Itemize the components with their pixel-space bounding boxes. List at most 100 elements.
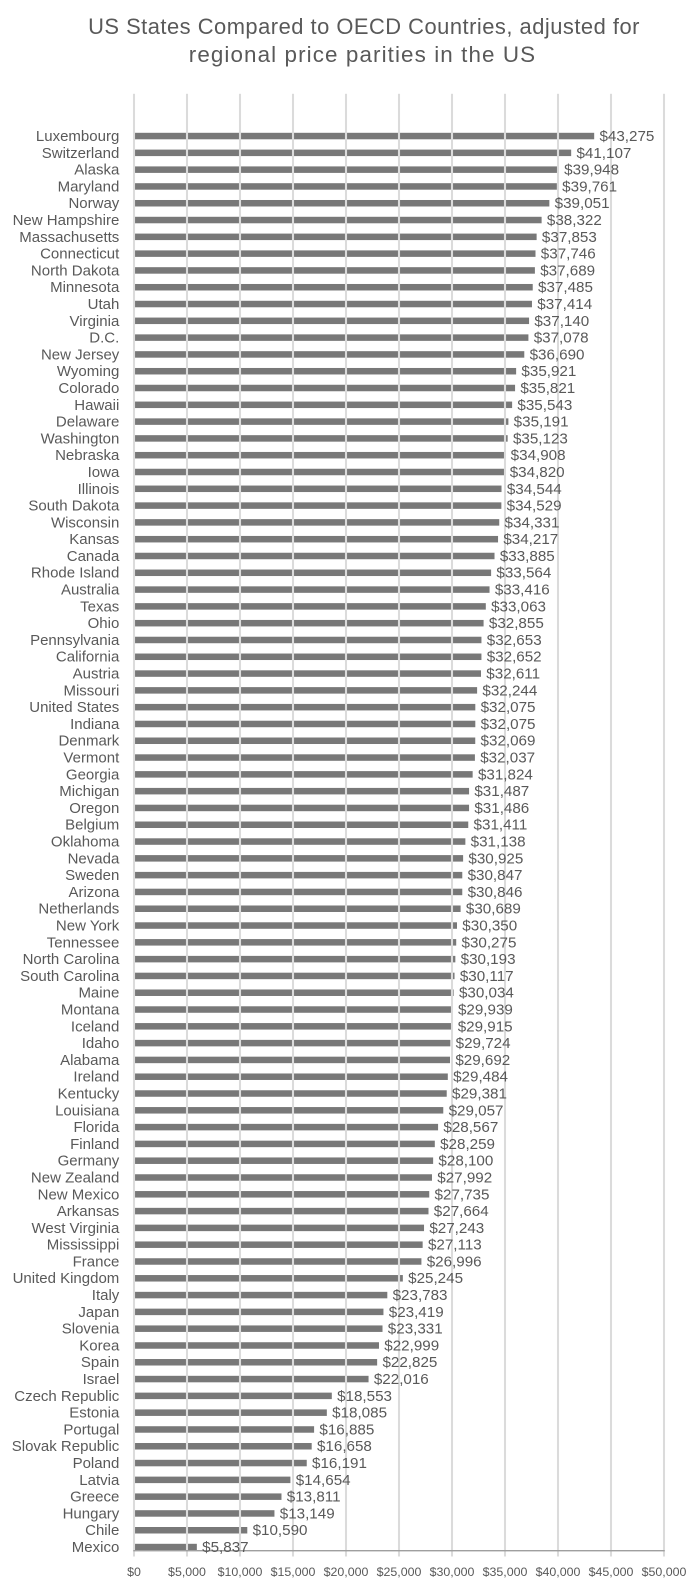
- svg-text:Michigan: Michigan: [59, 783, 119, 800]
- svg-text:$32,075: $32,075: [481, 716, 536, 733]
- svg-text:Czech Republic: Czech Republic: [14, 1388, 120, 1405]
- svg-text:$13,149: $13,149: [280, 1505, 335, 1522]
- svg-text:$27,735: $27,735: [435, 1186, 490, 1203]
- svg-text:Slovenia: Slovenia: [62, 1321, 120, 1338]
- svg-text:$50,000: $50,000: [642, 1565, 687, 1579]
- svg-text:$13,811: $13,811: [287, 1489, 341, 1506]
- svg-text:$37,746: $37,746: [541, 246, 596, 263]
- svg-text:Utah: Utah: [88, 296, 120, 313]
- svg-text:$16,885: $16,885: [319, 1421, 374, 1438]
- svg-text:Korea: Korea: [79, 1337, 120, 1354]
- svg-text:France: France: [73, 1253, 120, 1270]
- svg-text:$34,544: $34,544: [507, 481, 562, 498]
- svg-text:$29,692: $29,692: [455, 1052, 510, 1069]
- svg-text:Georgia: Georgia: [66, 766, 120, 783]
- svg-text:$28,100: $28,100: [438, 1153, 493, 1170]
- svg-text:$31,486: $31,486: [474, 800, 529, 817]
- svg-text:$22,825: $22,825: [382, 1354, 437, 1371]
- svg-text:Slovak Republic: Slovak Republic: [12, 1438, 120, 1455]
- svg-text:$37,414: $37,414: [537, 296, 592, 313]
- svg-text:$30,925: $30,925: [468, 850, 523, 867]
- svg-text:Hawaii: Hawaii: [74, 397, 119, 414]
- svg-text:$22,999: $22,999: [384, 1337, 439, 1354]
- svg-text:$32,244: $32,244: [482, 682, 537, 699]
- svg-text:$41,107: $41,107: [576, 145, 631, 162]
- svg-text:$32,611: $32,611: [486, 666, 540, 683]
- svg-text:$18,553: $18,553: [337, 1388, 392, 1405]
- svg-text:$30,275: $30,275: [462, 934, 517, 951]
- svg-text:$10,590: $10,590: [253, 1522, 308, 1539]
- svg-text:Kansas: Kansas: [69, 531, 119, 548]
- svg-text:Colorado: Colorado: [58, 380, 119, 397]
- svg-text:Ohio: Ohio: [88, 615, 120, 632]
- svg-text:South Carolina: South Carolina: [20, 968, 120, 985]
- svg-text:$33,063: $33,063: [491, 598, 546, 615]
- svg-text:regional price parities in the: regional price parities in the US: [189, 42, 536, 67]
- svg-text:Indiana: Indiana: [70, 716, 120, 733]
- svg-text:$30,117: $30,117: [460, 968, 514, 985]
- svg-text:$30,000: $30,000: [430, 1565, 475, 1579]
- svg-text:$18,085: $18,085: [332, 1405, 387, 1422]
- svg-text:$35,191: $35,191: [514, 414, 569, 431]
- svg-text:$30,847: $30,847: [468, 867, 523, 884]
- svg-text:$33,564: $33,564: [496, 565, 551, 582]
- svg-text:$34,908: $34,908: [511, 447, 566, 464]
- svg-text:$35,123: $35,123: [513, 430, 568, 447]
- svg-text:Arizona: Arizona: [68, 884, 120, 901]
- svg-text:Ireland: Ireland: [73, 1069, 119, 1086]
- svg-text:$31,487: $31,487: [474, 783, 529, 800]
- svg-text:Texas: Texas: [80, 598, 119, 615]
- svg-text:California: California: [56, 649, 120, 666]
- svg-text:$32,075: $32,075: [481, 699, 536, 716]
- svg-text:$37,485: $37,485: [538, 279, 593, 296]
- svg-text:North Carolina: North Carolina: [23, 951, 120, 968]
- svg-text:$27,243: $27,243: [429, 1220, 484, 1237]
- svg-text:$20,000: $20,000: [324, 1565, 369, 1579]
- svg-text:South Dakota: South Dakota: [28, 498, 120, 515]
- svg-text:Hungary: Hungary: [63, 1505, 120, 1522]
- svg-text:Belgium: Belgium: [65, 817, 119, 834]
- svg-text:$5,000: $5,000: [168, 1565, 206, 1579]
- svg-text:$29,915: $29,915: [458, 1018, 513, 1035]
- svg-text:$14,654: $14,654: [296, 1472, 351, 1489]
- svg-text:$33,885: $33,885: [500, 548, 555, 565]
- svg-text:Estonia: Estonia: [69, 1405, 120, 1422]
- svg-text:Louisiana: Louisiana: [55, 1102, 120, 1119]
- svg-text:$27,992: $27,992: [437, 1169, 492, 1186]
- svg-text:New York: New York: [56, 917, 120, 934]
- svg-text:$32,855: $32,855: [489, 615, 544, 632]
- svg-text:$35,821: $35,821: [520, 380, 575, 397]
- svg-text:$39,948: $39,948: [564, 162, 619, 179]
- svg-text:Iceland: Iceland: [71, 1018, 119, 1035]
- svg-text:Spain: Spain: [81, 1354, 119, 1371]
- svg-text:$30,193: $30,193: [461, 951, 516, 968]
- svg-text:Maryland: Maryland: [58, 178, 120, 195]
- svg-text:Greece: Greece: [70, 1489, 119, 1506]
- svg-text:D.C.: D.C.: [89, 330, 119, 347]
- svg-text:$32,037: $32,037: [480, 750, 535, 767]
- svg-text:Sweden: Sweden: [65, 867, 119, 884]
- svg-text:$29,057: $29,057: [449, 1102, 504, 1119]
- svg-text:Denmark: Denmark: [58, 733, 119, 750]
- svg-text:Missouri: Missouri: [63, 682, 119, 699]
- svg-text:$16,658: $16,658: [317, 1438, 372, 1455]
- svg-text:Alabama: Alabama: [60, 1052, 120, 1069]
- svg-text:$10,000: $10,000: [218, 1565, 263, 1579]
- svg-text:$15,000: $15,000: [271, 1565, 316, 1579]
- svg-text:Minnesota: Minnesota: [50, 279, 120, 296]
- svg-text:West Virginia: West Virginia: [31, 1220, 119, 1237]
- svg-text:$32,069: $32,069: [481, 733, 536, 750]
- svg-text:Luxembourg: Luxembourg: [36, 128, 119, 145]
- svg-text:$31,411: $31,411: [474, 817, 528, 834]
- svg-text:Nevada: Nevada: [68, 850, 120, 867]
- svg-text:$35,000: $35,000: [483, 1565, 528, 1579]
- svg-text:New Mexico: New Mexico: [38, 1186, 120, 1203]
- svg-text:$34,820: $34,820: [510, 464, 565, 481]
- svg-text:$35,543: $35,543: [517, 397, 572, 414]
- svg-text:$43,275: $43,275: [599, 128, 654, 145]
- svg-text:$16,191: $16,191: [312, 1455, 367, 1472]
- svg-text:$34,331: $34,331: [505, 514, 560, 531]
- svg-text:Switzerland: Switzerland: [42, 145, 120, 162]
- svg-text:Israel: Israel: [83, 1371, 120, 1388]
- svg-text:$30,689: $30,689: [466, 901, 521, 918]
